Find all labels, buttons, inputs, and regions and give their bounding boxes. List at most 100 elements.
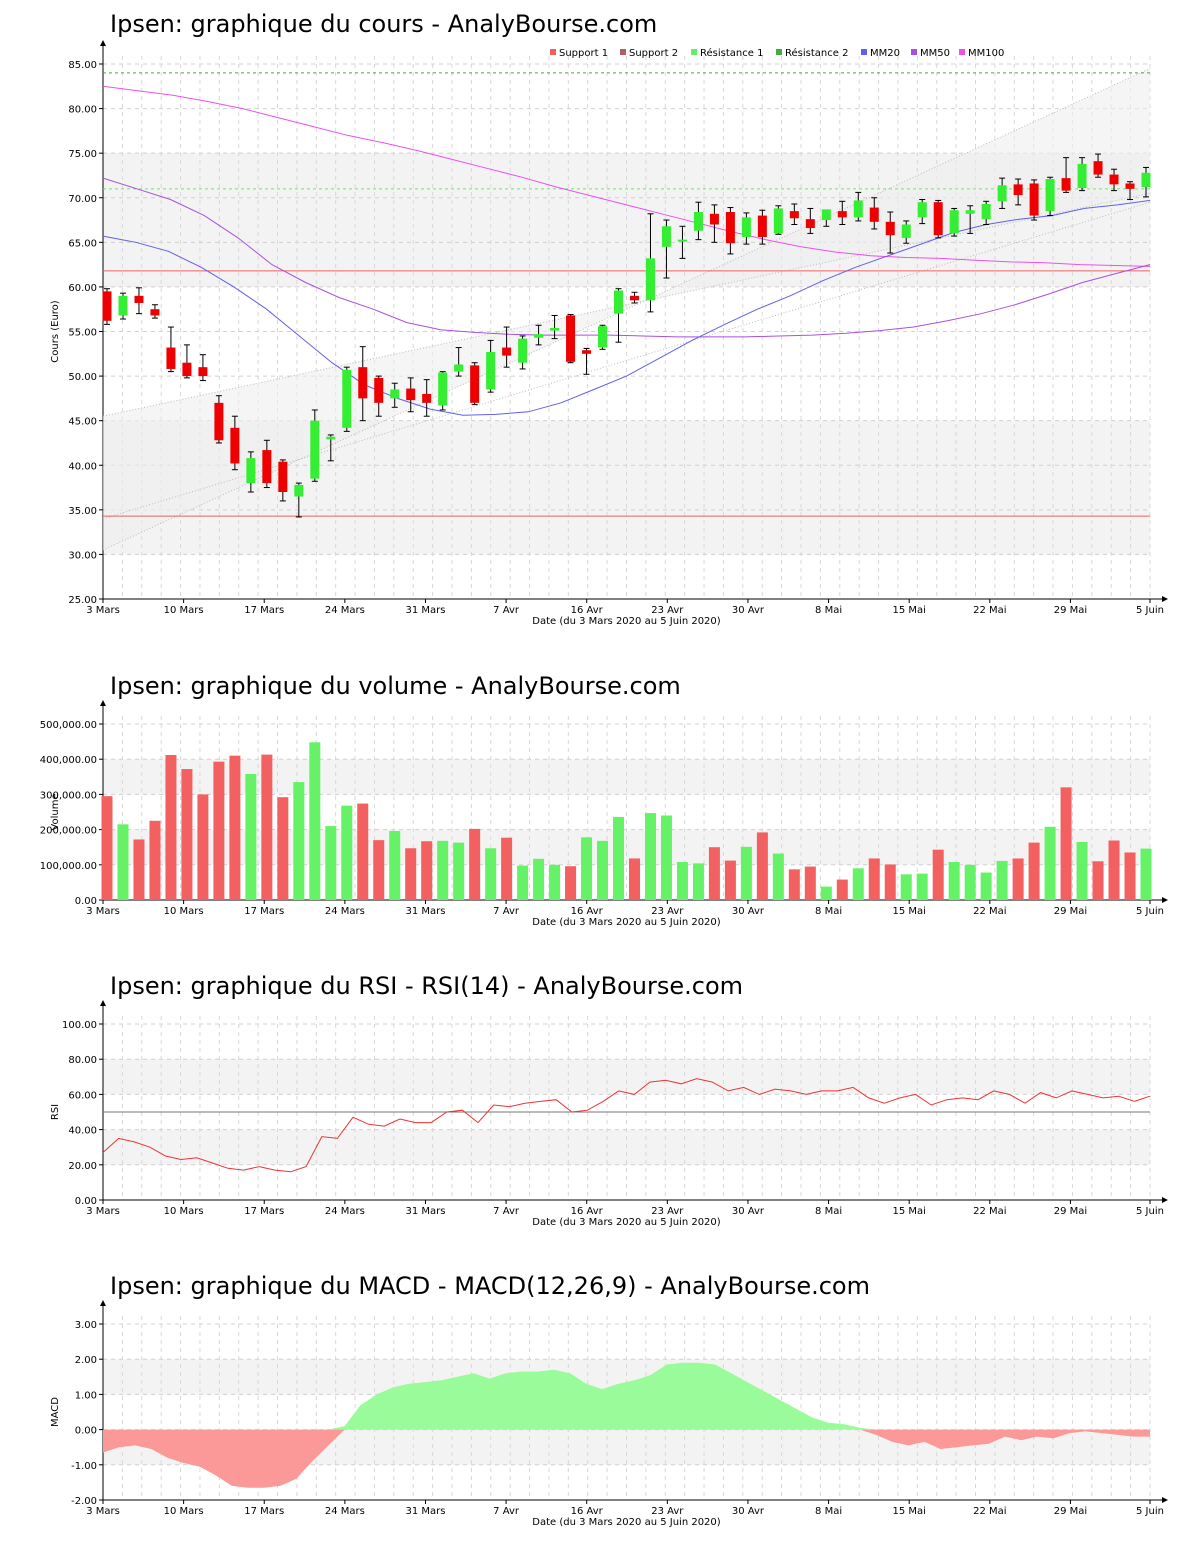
candle-body — [917, 202, 927, 218]
candle-body — [1045, 179, 1055, 212]
y-tick-label: 55.00 — [68, 328, 97, 339]
x-tick-label: 31 Mars — [405, 1206, 445, 1217]
volume-chart-title: Ipsen: graphique du volume - AnalyBourse… — [110, 672, 681, 700]
x-tick-label: 31 Mars — [405, 1506, 445, 1517]
legend-swatch — [550, 49, 556, 55]
price-chart: 25.00 30.00 35.00 40.00 45.00 50.00 55.00 60.00… — [50, 40, 1168, 627]
x-tick-label: 15 Mai — [892, 1506, 925, 1517]
candle-body — [342, 369, 352, 428]
volume-bar — [229, 755, 241, 900]
candle-body — [102, 291, 112, 321]
x-tick-label: 17 Mars — [244, 1206, 284, 1217]
x-tick-label: 16 Avr — [571, 1206, 604, 1217]
mm20-line — [102, 199, 1151, 416]
candle-body — [518, 338, 528, 363]
volume-bar — [1092, 861, 1104, 900]
x-axis-label: Date (du 3 Mars 2020 au 5 Juin 2020) — [532, 616, 720, 627]
candle-body — [326, 436, 336, 440]
candle-body — [869, 207, 879, 222]
volume-bar — [213, 761, 225, 900]
volume-bar — [181, 769, 193, 900]
volume-bar — [708, 847, 720, 900]
volume-bar — [916, 873, 928, 900]
y-axis-arrow — [100, 700, 106, 706]
candle-body — [885, 221, 895, 236]
x-tick-label: 15 Mai — [892, 605, 925, 616]
x-tick-label: 31 Mars — [405, 605, 445, 616]
y-axis-label: Volume — [50, 793, 61, 830]
x-tick-label: 5 Juin — [1136, 605, 1164, 616]
y-tick-label: 35.00 — [68, 506, 97, 517]
y-axis-label: RSI — [50, 1104, 61, 1120]
x-tick-label: 30 Avr — [732, 906, 765, 917]
x-tick-label: 23 Avr — [651, 906, 684, 917]
candle-body — [598, 326, 608, 348]
x-tick-label: 22 Mai — [973, 1206, 1006, 1217]
candle-body — [629, 295, 639, 301]
x-tick-label: 8 Mai — [815, 906, 842, 917]
candle-body — [230, 427, 240, 464]
legend-swatch — [776, 49, 782, 55]
volume-bar — [405, 848, 417, 900]
candle-body — [454, 364, 464, 372]
volume-bar — [469, 828, 481, 900]
candle-body — [933, 202, 943, 236]
x-tick-label: 15 Mai — [892, 1206, 925, 1217]
candle-body — [1077, 163, 1087, 188]
candle-body — [789, 211, 799, 219]
volume-bar — [453, 842, 465, 900]
volume-bar — [772, 853, 784, 900]
candle-body — [470, 365, 480, 403]
volume-bar — [533, 858, 545, 900]
x-tick-label: 29 Mai — [1054, 1506, 1087, 1517]
y-tick-label: 45.00 — [68, 417, 97, 428]
volume-bar — [133, 839, 145, 900]
x-axis-label: Date (du 3 Mars 2020 au 5 Juin 2020) — [532, 917, 720, 928]
x-tick-label: 8 Mai — [815, 1206, 842, 1217]
x-tick-label: 16 Avr — [571, 1506, 604, 1517]
x-tick-label: 5 Juin — [1136, 1206, 1164, 1217]
volume-bar — [357, 803, 369, 900]
y-tick-label: 60.00 — [68, 283, 97, 294]
y-axis-arrow — [100, 1300, 106, 1306]
x-axis-arrow — [1162, 1197, 1168, 1203]
y-tick-label: 300,000.00 — [40, 790, 97, 801]
trend-channel-upper — [102, 68, 1151, 551]
volume-bar — [501, 837, 513, 900]
volume-bar — [325, 826, 337, 900]
candle-body — [997, 185, 1007, 202]
volume-bar — [820, 886, 832, 900]
legend-swatch — [620, 49, 626, 55]
x-tick-label: 24 Mars — [325, 1206, 365, 1217]
volume-bar — [197, 794, 209, 900]
volume-bar — [293, 782, 305, 900]
y-tick-label: 70.00 — [68, 194, 97, 205]
x-tick-label: 23 Avr — [651, 1206, 684, 1217]
x-axis-label: Date (du 3 Mars 2020 au 5 Juin 2020) — [532, 1517, 720, 1528]
macd-panel: Ipsen: graphique du MACD - MACD(12,26,9)… — [0, 1272, 1200, 1312]
candle-body — [725, 212, 735, 244]
candle-body — [198, 367, 208, 377]
volume-bar — [309, 742, 321, 900]
x-tick-label: 10 Mars — [164, 906, 204, 917]
y-tick-label: 30.00 — [68, 550, 97, 561]
price-chart-title: Ipsen: graphique du cours - AnalyBourse.… — [110, 10, 658, 38]
price-panel: Ipsen: graphique du cours - AnalyBourse.… — [0, 10, 1200, 640]
macd-chart-title: Ipsen: graphique du MACD - MACD(12,26,9)… — [110, 1272, 870, 1300]
y-tick-label: 40.00 — [68, 1126, 97, 1137]
x-tick-label: 7 Avr — [493, 605, 520, 616]
volume-bar — [549, 864, 561, 900]
volume-bar — [1108, 840, 1120, 900]
candle-body — [1061, 178, 1071, 191]
candle-body — [693, 212, 703, 231]
candle-body — [390, 389, 400, 399]
candle-body — [949, 210, 959, 234]
y-tick-label: 0.00 — [75, 896, 97, 907]
macd-negative-area — [103, 1429, 1150, 1488]
volume-bar — [804, 866, 816, 900]
x-tick-label: 29 Mai — [1054, 1206, 1087, 1217]
x-tick-label: 17 Mars — [244, 906, 284, 917]
legend-swatch — [911, 49, 917, 55]
volume-bar — [389, 831, 401, 900]
x-axis-arrow — [1162, 596, 1168, 602]
